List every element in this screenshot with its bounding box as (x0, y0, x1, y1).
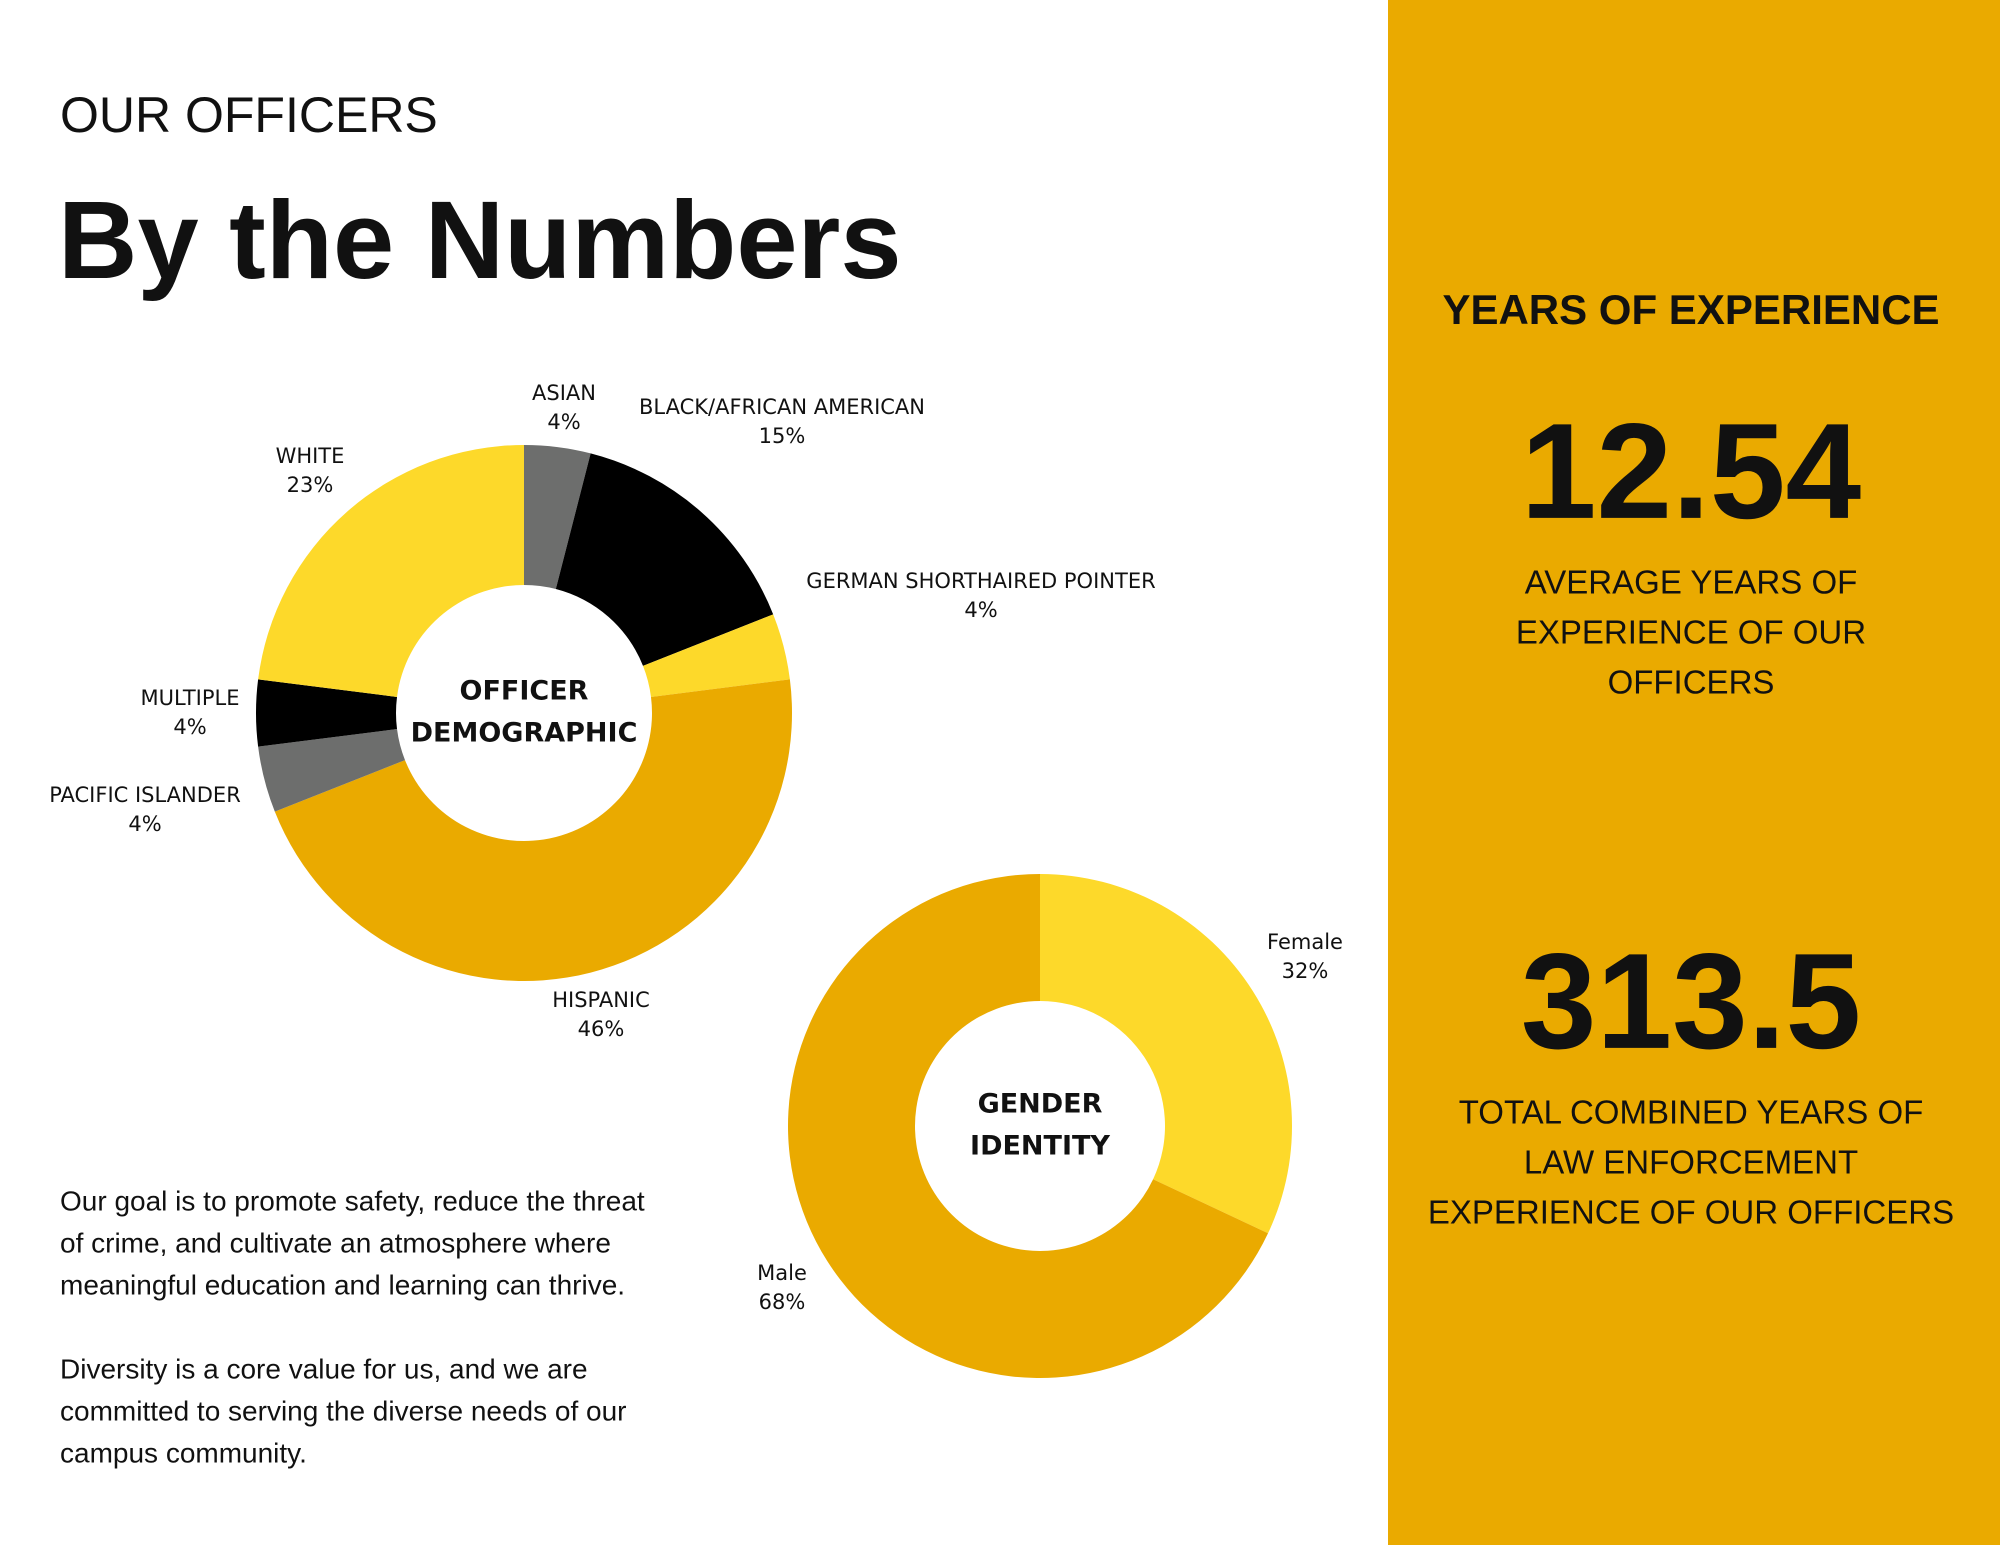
slice-value-label: 4% (547, 410, 580, 434)
panel-heading: YEARS OF EXPERIENCE (1442, 286, 1939, 333)
stat-value: 12.54 (1521, 395, 1861, 547)
stat-value: 313.5 (1521, 925, 1861, 1077)
kicker: OUR OFFICERS (60, 87, 438, 143)
donut-slice (274, 679, 792, 981)
slice-label: HISPANIC (552, 988, 650, 1012)
slice-value-label: 32% (1282, 959, 1329, 983)
donut-slice (524, 445, 591, 590)
slice-label: Female (1267, 930, 1343, 954)
body-text: committed to serving the diverse needs o… (60, 1395, 627, 1426)
center-label: DEMOGRAPHIC (411, 718, 638, 749)
donut-slice (643, 614, 790, 697)
slice-label: BLACK/AFRICAN AMERICAN (639, 395, 925, 419)
slice-value-label: 4% (964, 598, 997, 622)
stat-description: EXPERIENCE OF OUR OFFICERS (1428, 1194, 1954, 1231)
body-text: Diversity is a core value for us, and we… (60, 1353, 588, 1384)
slice-label: ASIAN (532, 381, 596, 405)
slice-value-label: 68% (759, 1290, 806, 1314)
stat-description: LAW ENFORCEMENT (1524, 1144, 1858, 1181)
slice-label: GERMAN SHORTHAIRED POINTER (806, 569, 1155, 593)
center-label: GENDER (978, 1089, 1103, 1120)
stat-description: EXPERIENCE OF OUR (1516, 614, 1866, 651)
body-text: meaningful education and learning can th… (60, 1269, 625, 1300)
side-panel (1388, 0, 2000, 1545)
stat-description: OFFICERS (1608, 664, 1775, 701)
slice-value-label: 23% (287, 473, 334, 497)
slice-label: PACIFIC ISLANDER (49, 783, 241, 807)
stat-description: AVERAGE YEARS OF (1525, 564, 1858, 601)
page-title: By the Numbers (58, 179, 902, 302)
slice-label: Male (757, 1261, 807, 1285)
body-text: campus community. (60, 1437, 307, 1468)
slice-label: WHITE (276, 444, 345, 468)
center-label: OFFICER (460, 676, 589, 707)
body-text: of crime, and cultivate an atmosphere wh… (60, 1227, 611, 1258)
slice-value-label: 4% (173, 715, 206, 739)
donut-slice (788, 874, 1269, 1378)
slice-label: MULTIPLE (141, 686, 240, 710)
stat-description: TOTAL COMBINED YEARS OF (1459, 1094, 1924, 1131)
donut-slice (555, 453, 774, 666)
donut-slice (258, 445, 524, 697)
slice-value-label: 46% (578, 1017, 625, 1041)
center-label: IDENTITY (970, 1131, 1110, 1162)
body-text: Our goal is to promote safety, reduce th… (60, 1185, 645, 1216)
donut-slice (258, 729, 405, 812)
slice-value-label: 4% (128, 812, 161, 836)
donut-slice (255, 679, 398, 747)
slice-value-label: 15% (759, 424, 806, 448)
donut-slice (1040, 874, 1293, 1234)
